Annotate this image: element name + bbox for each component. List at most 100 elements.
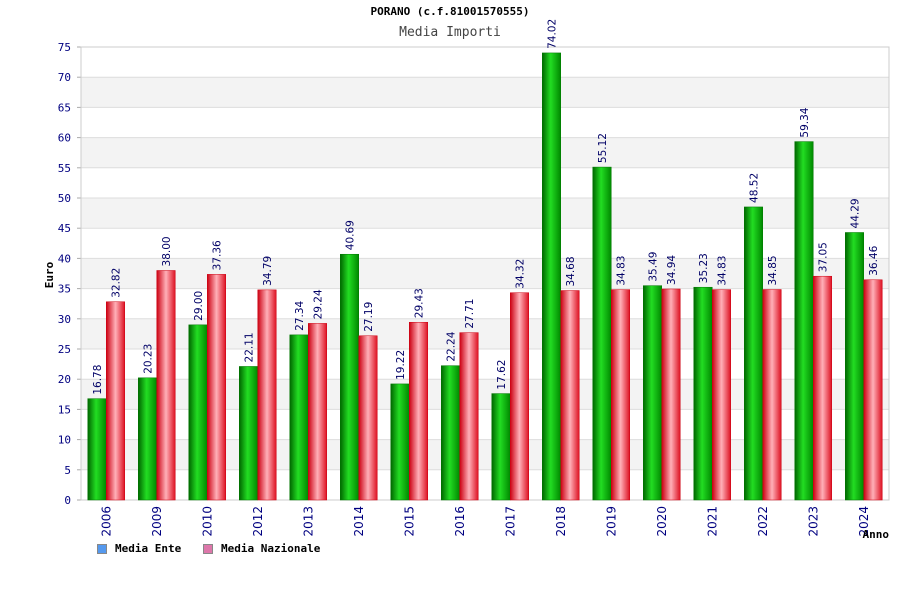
y-tick-label: 5	[64, 464, 71, 477]
data-label-media-nazionale-2015: 29.43	[414, 288, 426, 318]
data-label-media-nazionale-2012: 34.79	[262, 256, 274, 286]
x-tick-label-2024: 2024	[857, 506, 871, 537]
plot-band	[81, 228, 889, 259]
y-tick-label: 75	[58, 41, 71, 54]
bar-media-nazionale-2006	[106, 301, 125, 501]
plot-band	[81, 198, 889, 229]
y-tick-label: 45	[58, 222, 71, 235]
bar-media-nazionale-2018	[560, 290, 580, 501]
bar-media-ente-2018	[542, 52, 561, 501]
bar-media-nazionale-2014	[358, 335, 378, 501]
bar-media-nazionale-2021	[712, 289, 731, 501]
bar-media-ente-2023	[794, 141, 814, 501]
plot-band	[81, 77, 889, 108]
y-tick-label: 30	[58, 313, 71, 326]
bar-media-ente-2022	[744, 206, 763, 501]
data-label-media-ente-2017: 17.62	[496, 360, 508, 390]
data-label-media-ente-2018: 74.02	[547, 19, 559, 49]
x-tick-label-2016: 2016	[453, 506, 467, 537]
x-axis-label: Anno	[863, 528, 890, 541]
bar-media-ente-2016	[441, 365, 460, 501]
y-tick-label: 70	[58, 71, 71, 84]
legend-swatch-media-nazionale	[203, 543, 213, 554]
data-label-media-nazionale-2024: 36.46	[868, 245, 880, 275]
x-tick-label-2022: 2022	[756, 506, 770, 537]
x-tick-label-2017: 2017	[503, 506, 517, 537]
bar-media-nazionale-2020	[661, 288, 681, 501]
data-label-media-ente-2023: 59.34	[799, 107, 811, 137]
y-tick-label: 0	[64, 494, 71, 507]
plot-band	[81, 107, 889, 138]
bar-media-ente-2006	[87, 398, 107, 501]
legend-label-media-nazionale: Media Nazionale	[221, 542, 321, 555]
y-tick-label: 20	[58, 373, 71, 386]
bar-media-ente-2014	[340, 253, 359, 501]
x-tick-label-2006: 2006	[99, 506, 113, 537]
y-tick-label: 35	[58, 283, 71, 296]
plot-band	[81, 47, 889, 78]
data-label-media-nazionale-2018: 34.68	[565, 256, 577, 286]
bar-media-nazionale-2019	[611, 289, 630, 501]
data-label-media-nazionale-2020: 34.94	[666, 255, 678, 285]
bar-media-nazionale-2024	[863, 279, 883, 501]
bar-media-nazionale-2009	[156, 270, 176, 501]
bar-media-nazionale-2010	[207, 274, 226, 501]
bar-media-ente-2009	[138, 377, 157, 501]
data-label-media-nazionale-2014: 27.19	[363, 302, 375, 332]
plot-band	[81, 137, 889, 168]
y-tick-label: 25	[58, 343, 71, 356]
data-label-media-ente-2009: 20.23	[143, 344, 155, 374]
bar-media-nazionale-2022	[762, 289, 782, 501]
x-tick-label-2020: 2020	[655, 506, 669, 537]
y-tick-label: 50	[58, 192, 71, 205]
bar-media-ente-2010	[188, 324, 208, 501]
x-tick-label-2012: 2012	[251, 506, 265, 537]
data-label-media-nazionale-2009: 38.00	[161, 236, 173, 266]
x-tick-label-2018: 2018	[554, 506, 568, 537]
x-tick-label-2015: 2015	[402, 506, 416, 537]
data-label-media-nazionale-2019: 34.83	[616, 256, 628, 286]
data-label-media-ente-2016: 22.24	[446, 331, 458, 361]
bar-media-ente-2012	[239, 366, 258, 501]
x-axis: 2006 2009 2010 2012 2013 2014 2015 2016 2017 2018…	[99, 506, 871, 537]
data-label-media-ente-2012: 22.11	[244, 332, 256, 362]
data-label-media-ente-2014: 40.69	[345, 220, 357, 250]
x-tick-label-2009: 2009	[150, 506, 164, 537]
y-axis-label: Euro	[43, 261, 56, 288]
bar-media-ente-2024	[845, 232, 864, 501]
bar-media-nazionale-2017	[510, 292, 529, 501]
x-tick-label-2013: 2013	[301, 506, 315, 537]
data-label-media-ente-2013: 27.34	[294, 300, 306, 330]
data-label-media-nazionale-2010: 37.36	[212, 240, 224, 270]
plot-frame	[80, 46, 890, 501]
data-label-media-nazionale-2006: 32.82	[111, 268, 123, 298]
bar-media-ente-2015	[390, 383, 410, 501]
bar-media-ente-2013	[289, 334, 309, 501]
data-label-media-nazionale-2013: 29.24	[313, 289, 325, 319]
data-label-media-ente-2022: 48.52	[749, 173, 761, 203]
bar-media-ente-2020	[643, 285, 662, 501]
y-tick-label: 40	[58, 252, 71, 265]
y-tick-label: 15	[58, 403, 71, 416]
y-tick-label: 65	[58, 101, 71, 114]
bar-media-ente-2019	[592, 166, 612, 501]
data-label-media-nazionale-2017: 34.32	[515, 259, 527, 289]
x-tick-label-2021: 2021	[705, 506, 719, 537]
data-label-media-nazionale-2016: 27.71	[464, 299, 476, 329]
legend-swatch-media-ente	[97, 543, 107, 554]
data-label-media-nazionale-2023: 37.05	[818, 242, 830, 272]
chart-subtitle: Media Importi	[399, 25, 501, 40]
legend-label-media-ente: Media Ente	[115, 542, 182, 555]
bar-media-nazionale-2023	[813, 275, 832, 501]
legend-item-media-nazionale: Media Nazionale	[203, 542, 320, 555]
x-tick-label-2010: 2010	[200, 506, 214, 537]
bar-media-ente-2021	[693, 286, 713, 501]
data-label-media-ente-2019: 55.12	[597, 133, 609, 163]
chart-title: PORANO (c.f.81001570555)	[370, 5, 530, 18]
x-tick-label-2023: 2023	[806, 506, 820, 537]
x-tick-label-2014: 2014	[352, 506, 366, 537]
data-label-media-ente-2020: 35.49	[648, 252, 660, 282]
y-tick-label: 10	[58, 434, 71, 447]
bar-media-nazionale-2012	[257, 289, 277, 501]
bar-media-nazionale-2013	[308, 323, 327, 501]
